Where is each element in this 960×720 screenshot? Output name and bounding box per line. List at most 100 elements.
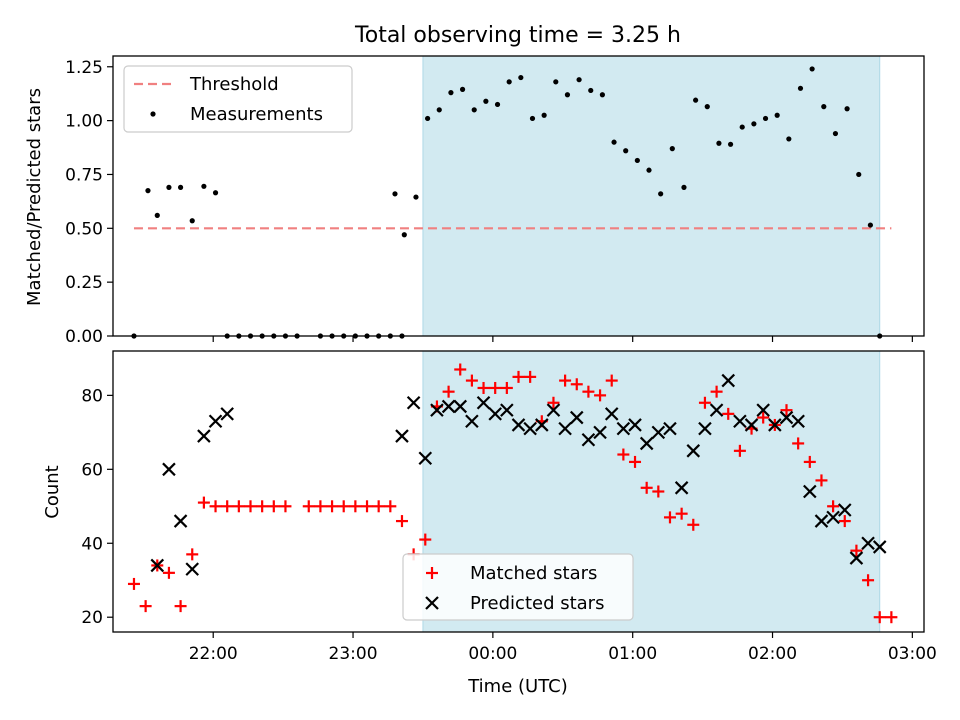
matched-star-point [838, 515, 851, 528]
measurement-point [751, 121, 757, 127]
predicted-star-point [779, 410, 794, 425]
x-b [733, 414, 747, 429]
predicted-star-point [604, 407, 619, 421]
x-b [511, 418, 526, 432]
matched-star-point [465, 374, 478, 387]
predicted-star-point [698, 421, 712, 436]
measurement-point [774, 112, 780, 118]
bottom-legend-box [402, 553, 634, 621]
x-b [208, 414, 223, 429]
x-b [709, 403, 724, 417]
predicted-star-point [546, 403, 561, 417]
x-b [162, 462, 176, 477]
predicted-star-point [674, 481, 689, 495]
measurement-point [541, 112, 547, 118]
legend-threshold-label: Threshold [189, 74, 279, 95]
predicted-star-point [581, 432, 596, 447]
matched-star-point [489, 381, 502, 394]
predicted-star-point [220, 407, 234, 421]
measurement-point [832, 130, 839, 137]
x-b [453, 399, 468, 414]
matched-star-point [454, 363, 467, 376]
x-b [430, 403, 444, 417]
x-b [476, 395, 491, 410]
top-panel: 0.00 0.25 0.50 0.75 1.00 1.25 Matched/Predict… [24, 55, 925, 347]
top-y-ticks: 0.00 0.25 0.50 0.75 1.00 1.25 [65, 58, 113, 347]
legend-matched-label: Matched stars [470, 563, 597, 584]
x-tick-label: 00:00 [468, 644, 517, 664]
measurement-point [212, 190, 219, 196]
predicted-star-point [628, 418, 642, 432]
bottom-y-ticks: 20 40 60 80 [81, 386, 113, 628]
measurement-point [588, 87, 594, 94]
matched-star-point [582, 385, 595, 398]
legend-measurements-swatch [150, 111, 156, 117]
predicted-star-point [593, 425, 607, 440]
matched-star-point [267, 500, 280, 513]
predicted-star-point [476, 395, 491, 410]
matched-star-point [617, 448, 630, 461]
measurement-point [483, 98, 489, 104]
predicted-star-point [150, 558, 165, 573]
predicted-star-point [406, 395, 421, 410]
bottom-y-axis-label: Count [42, 465, 63, 518]
measurement-point [154, 212, 160, 218]
matched-star-point [757, 411, 770, 424]
measurement-point [727, 141, 734, 147]
x-b [663, 421, 677, 436]
matched-star-point [302, 500, 315, 513]
predicted-star-point [756, 403, 770, 417]
matched-star-point [780, 404, 793, 417]
top-shaded-span [422, 55, 881, 337]
matched-star-point [512, 370, 525, 383]
x-tick-label: 03:00 [888, 644, 937, 664]
measurement-point [459, 86, 466, 92]
matched-star-point [419, 533, 432, 546]
matched-star-point [733, 444, 746, 457]
figure-title: Total observing time = 3.25 h [354, 23, 681, 48]
predicted-star-point [500, 403, 514, 417]
x-b [546, 403, 561, 417]
legend-predicted-swatch [425, 596, 439, 610]
measurement-point [786, 136, 792, 142]
matched-star-point [232, 500, 245, 513]
x-b [779, 410, 794, 425]
x-tick-label: 01:00 [608, 644, 657, 664]
measurement-point [494, 101, 501, 108]
x-tick-label: 23:00 [329, 644, 378, 664]
matched-star-point [162, 566, 175, 579]
predicted-star-point [849, 551, 864, 565]
measurement-point [564, 92, 571, 98]
predicted-star-point [872, 540, 887, 554]
top-y-axis-label: Matched/Predicted stars [24, 88, 45, 306]
bottom-legend: Matched stars Predicted stars [402, 553, 634, 621]
y-tick-label: 1.00 [65, 112, 103, 132]
measurement-point [739, 124, 745, 130]
top-axes-frame [112, 55, 925, 337]
x-b [639, 436, 654, 451]
x-b [744, 418, 759, 432]
measurement-point [797, 85, 804, 91]
x-b [651, 425, 666, 440]
x-b [150, 558, 165, 573]
x-b [604, 407, 619, 421]
x-b [628, 418, 642, 432]
x-b [674, 481, 689, 495]
matched-star-point [792, 437, 805, 450]
measurement-point [856, 171, 862, 178]
measurement-point [189, 218, 195, 224]
bottom-axes-frame [112, 350, 925, 633]
predicted-star-point [861, 536, 875, 551]
measurement-point [716, 140, 722, 146]
x-axis-label: Time (UTC) [467, 676, 568, 697]
predicted-star-point [616, 421, 631, 436]
predicted-star-point [639, 436, 654, 451]
predicted-star-point [768, 418, 782, 432]
matched-star-point [803, 455, 816, 468]
measurement-point [413, 194, 419, 200]
matched-star-point [594, 389, 607, 402]
x-b [837, 503, 852, 517]
predicted-star-point [488, 407, 502, 421]
measurement-point [553, 79, 559, 85]
